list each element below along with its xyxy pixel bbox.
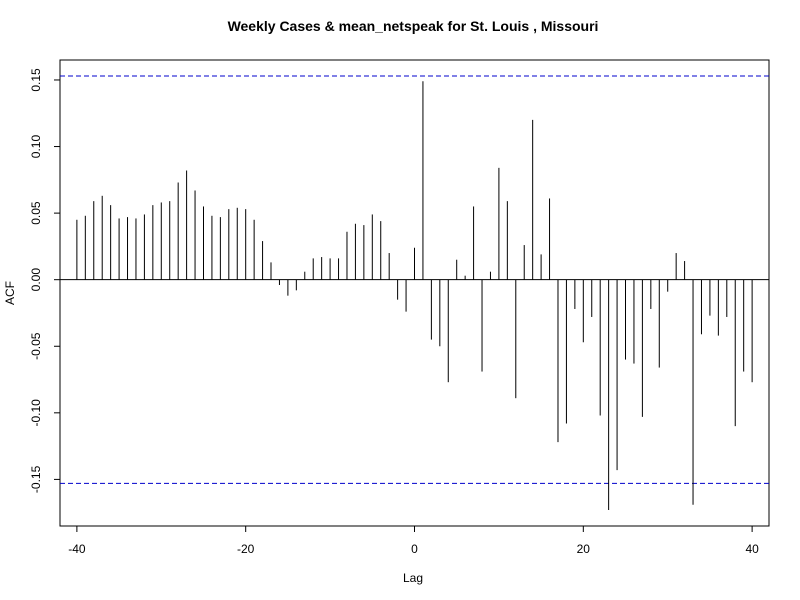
- y-tick-label: 0.10: [29, 135, 43, 159]
- acf-bars: [76, 81, 753, 511]
- x-tick-label: -40: [68, 542, 86, 556]
- y-axis-label: ACF: [3, 281, 17, 305]
- y-axis: -0.15 -0.10 -0.05 0.00 0.05 0.10 0.15: [29, 68, 61, 493]
- x-axis-label: Lag: [403, 571, 423, 585]
- y-tick-label: 0.05: [29, 201, 43, 225]
- y-tick-label: -0.15: [29, 465, 43, 493]
- x-tick-label: 40: [745, 542, 759, 556]
- chart-title: Weekly Cases & mean_netspeak for St. Lou…: [228, 18, 599, 34]
- x-tick-label: 20: [577, 542, 591, 556]
- x-tick-label: -20: [237, 542, 255, 556]
- y-tick-label: 0.00: [29, 268, 43, 292]
- y-tick-label: 0.15: [29, 68, 43, 92]
- x-tick-label: 0: [411, 542, 418, 556]
- x-axis: -40 -20 0 20 40: [68, 525, 759, 556]
- y-tick-label: -0.05: [29, 332, 43, 360]
- y-tick-label: -0.10: [29, 399, 43, 427]
- plot-frame: [59, 59, 770, 527]
